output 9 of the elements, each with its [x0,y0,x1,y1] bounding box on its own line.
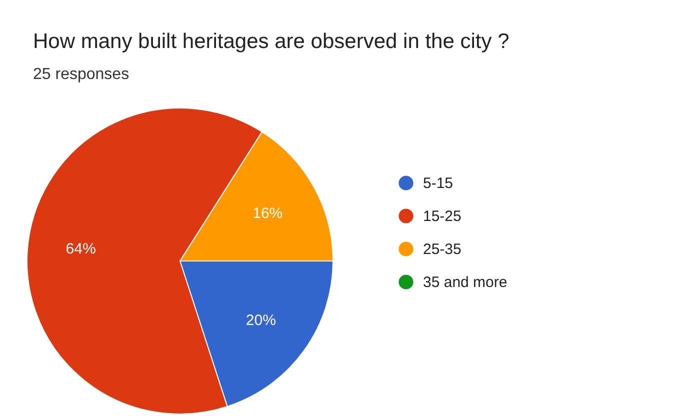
legend-label: 5-15 [423,175,454,192]
data-label: 20% [246,312,276,329]
legend-label: 15-25 [423,208,462,225]
chart-subtitle: 25 responses [33,66,130,83]
data-label: 64% [66,240,96,258]
chart-title: How many built heritages are observed in the city ? [33,30,510,53]
data-label: 16% [252,204,283,222]
legend-label: 35 and more [423,274,508,291]
legend-label: 25-35 [423,241,462,258]
